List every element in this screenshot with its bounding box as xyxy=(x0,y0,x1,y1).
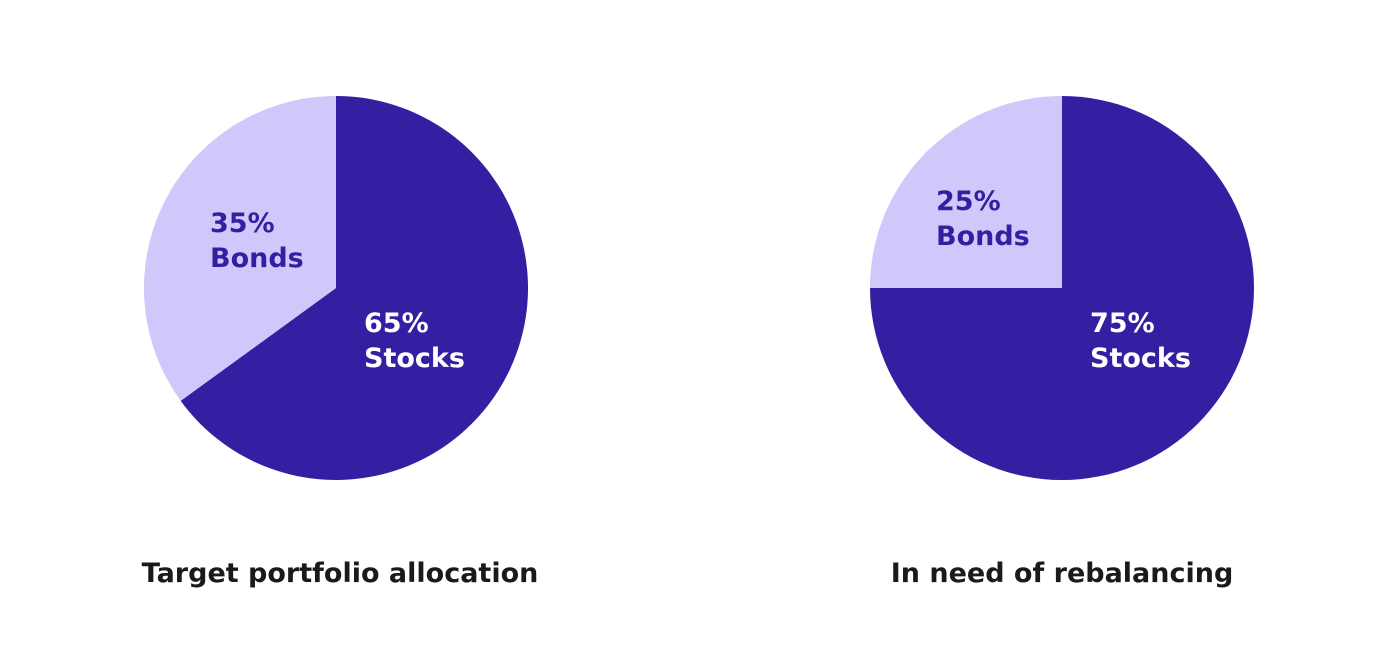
slice-label-stocks: 75% Stocks xyxy=(1090,308,1191,374)
slice-name-label: Stocks xyxy=(364,343,465,374)
slice-name-label: Stocks xyxy=(1090,343,1191,374)
slice-pct-label: 75% xyxy=(1090,308,1155,339)
slice-name-label: Bonds xyxy=(210,243,304,274)
slice-label-bonds: 25% Bonds xyxy=(936,186,1030,252)
chart-title: In need of rebalancing xyxy=(891,558,1234,589)
slice-label-bonds: 35% Bonds xyxy=(210,208,304,274)
pie-slice-stocks xyxy=(180,96,529,480)
slice-name-label: Bonds xyxy=(936,221,1030,252)
pie-slice-bonds xyxy=(870,96,1062,288)
slice-label-stocks: 65% Stocks xyxy=(364,308,465,374)
pie-slice-bonds xyxy=(144,96,336,401)
slice-pct-label: 65% xyxy=(364,308,429,339)
pie-chart-target-allocation: 35% Bonds 65% Stocks Target portfolio al… xyxy=(142,96,539,589)
slice-pct-label: 35% xyxy=(210,208,275,239)
chart-title: Target portfolio allocation xyxy=(142,558,539,589)
slice-pct-label: 25% xyxy=(936,186,1001,217)
pie-chart-rebalancing: 25% Bonds 75% Stocks In need of rebalanc… xyxy=(870,96,1254,589)
